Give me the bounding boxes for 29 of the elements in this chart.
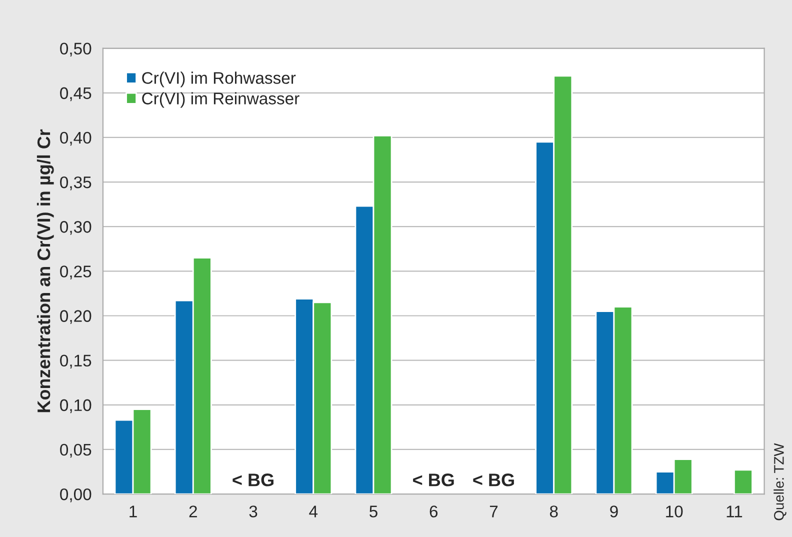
annotation: < BG <box>413 474 454 486</box>
x-tick-label: 3 <box>249 506 258 518</box>
y-tick-label: 0,50 <box>60 42 92 56</box>
x-tick-label: 4 <box>309 506 318 518</box>
y-tick-label: 0,45 <box>60 87 92 102</box>
annotation: < BG <box>232 474 274 486</box>
legend-label: Cr(VI) im Rohwasser <box>142 72 296 88</box>
x-tick-label: 6 <box>430 506 438 518</box>
x-tick-label: 7 <box>490 506 498 518</box>
y-tick-label: 0,35 <box>60 176 92 190</box>
annotation: < BG <box>473 474 514 486</box>
legend-label: Cr(VI) im Reinwasser <box>142 92 300 108</box>
x-tick-label: 11 <box>726 506 742 518</box>
y-tick-label: 0,20 <box>60 310 92 324</box>
y-tick-label: 0,25 <box>60 266 92 280</box>
source-note: Quelle: TZW <box>774 443 786 520</box>
x-tick-label: 10 <box>666 506 683 518</box>
y-tick-label: 0,10 <box>60 399 92 414</box>
x-tick-label: 9 <box>610 506 618 518</box>
x-tick-label: 8 <box>550 506 558 518</box>
y-tick-label: 0,00 <box>60 488 92 502</box>
y-tick-label: 0,40 <box>60 132 92 146</box>
y-axis-title: Konzentration an Cr(VI) in µg/l Cr <box>36 129 54 412</box>
y-tick-label: 0,30 <box>60 221 92 235</box>
y-tick-label: 0,05 <box>60 444 92 458</box>
y-tick-label: 0,15 <box>60 354 92 368</box>
x-tick-label: 1 <box>130 506 137 518</box>
x-tick-label: 5 <box>370 506 378 518</box>
x-tick-label: 2 <box>189 506 197 518</box>
